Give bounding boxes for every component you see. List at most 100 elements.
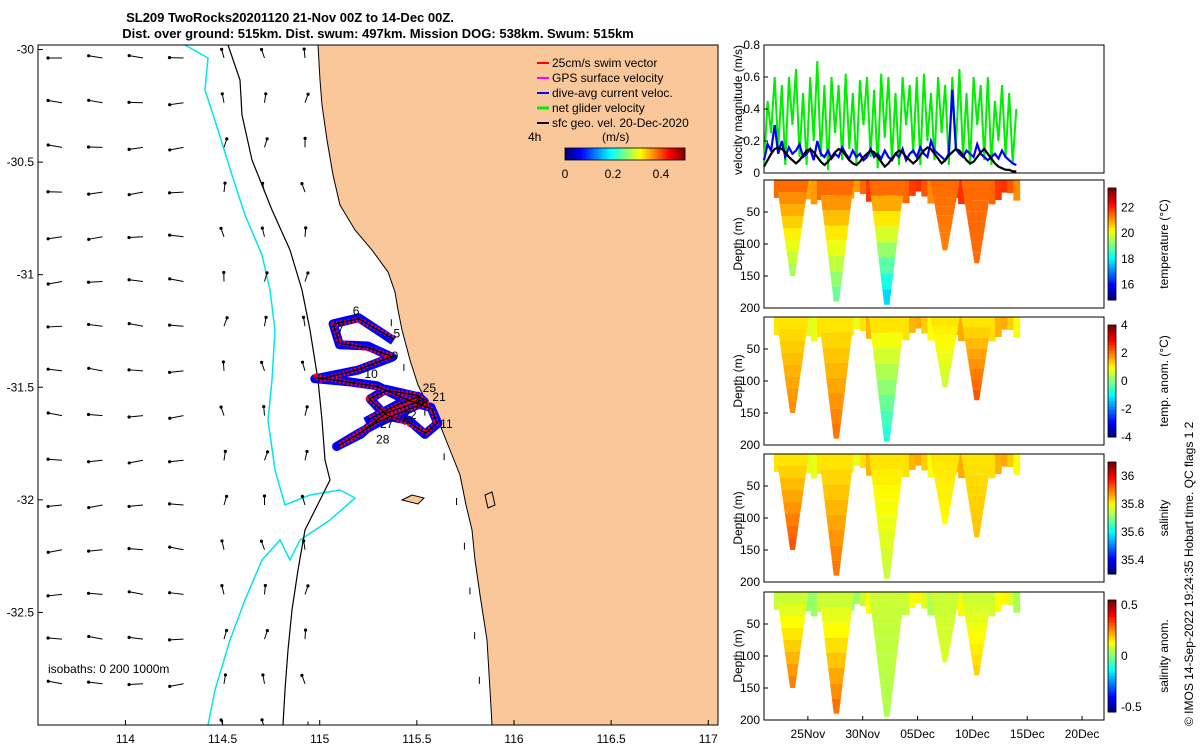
colorbar-segment: [629, 148, 632, 160]
section-surface-cell: [988, 454, 996, 479]
svg-text:net glider velocity: net glider velocity: [552, 101, 645, 115]
section-colorbar-segment: [1108, 395, 1116, 399]
geo-velocity-arrow-head: [167, 460, 172, 464]
section-colorbar-tick-label: -2: [1121, 402, 1132, 416]
day-label: 28: [376, 433, 390, 447]
section-colorbar-segment: [1108, 529, 1116, 533]
geo-velocity-arrow: [88, 504, 103, 509]
section-colorbar-segment: [1108, 336, 1116, 340]
copyright-note: © IMOS 14-Sep-2022 19:24:35 Hobart time.…: [1182, 421, 1196, 726]
section-dive-cell: [820, 607, 853, 623]
section-colorbar-segment: [1108, 325, 1116, 329]
geo-velocity-arrow-head: [86, 460, 91, 464]
geo-velocity-arrow-head: [127, 504, 131, 509]
section-colorbar-tick-label: -4: [1121, 430, 1132, 444]
section-surface-cell: [908, 454, 916, 470]
section-dive-cell: [869, 180, 905, 196]
section-colorbar-segment: [1108, 622, 1116, 626]
section-colorbar-segment: [1108, 291, 1116, 295]
geo-velocity-arrow-head: [167, 323, 172, 327]
section-surface-cell: [902, 592, 910, 616]
day-label: 25: [423, 381, 437, 395]
section-dive-cell: [930, 180, 960, 189]
section-dive-cell: [870, 607, 903, 624]
section-dive-cell: [969, 506, 985, 517]
section-dive-cell: [964, 337, 989, 349]
section-colorbar-segment: [1108, 692, 1116, 696]
section-dive-cell: [872, 211, 901, 227]
figure-title-line-1: SL209 TwoRocks20201120 21-Nov 00Z to 14-…: [126, 10, 454, 25]
colorbar-segment: [649, 148, 652, 160]
section-dive-cell: [962, 327, 991, 338]
section-dive-cell: [783, 228, 802, 240]
section-dive-cell: [880, 685, 894, 702]
section-colorbar-segment: [1108, 462, 1116, 466]
section-colorbar-segment: [1108, 490, 1116, 494]
section-dive-cell: [874, 638, 899, 655]
section-dive-cell: [779, 204, 806, 216]
section-dive-cell: [961, 592, 993, 603]
section-y-tick-label: 150: [740, 269, 760, 283]
section-colorbar-segment: [1108, 492, 1116, 497]
section-colorbar-tick-label: 0.5: [1121, 598, 1138, 612]
colorbar-segment: [567, 148, 570, 160]
section-colorbar-segment: [1108, 199, 1116, 203]
section-colorbar-segment: [1108, 703, 1116, 707]
section-colorbar-segment: [1108, 562, 1116, 567]
section-surface-cell: [773, 454, 781, 472]
geo-velocity-arrow-head: [306, 92, 310, 96]
section-dive-cell: [880, 273, 894, 290]
geo-velocity-arrow-head: [300, 494, 304, 498]
section-colorbar-segment: [1108, 339, 1116, 343]
section-dive-cell: [936, 352, 954, 361]
section-dive-cell: [870, 469, 903, 486]
section-surface-cell: [804, 454, 812, 474]
section-dive-cell: [779, 616, 806, 628]
geo-velocity-arrow-head: [46, 504, 50, 509]
section-y-tick-label: 150: [740, 681, 760, 695]
section-colorbar-tick-label: 35.4: [1121, 553, 1145, 567]
section-colorbar-tick-label: 20: [1121, 226, 1135, 240]
section-colorbar-segment: [1108, 232, 1116, 237]
section-colorbar-segment: [1108, 619, 1116, 623]
legend-item-dive-avg: dive-avg current veloc.: [537, 86, 673, 100]
section-colorbar-segment: [1108, 540, 1116, 544]
section-surface-cell: [927, 592, 935, 616]
section-dive-cell: [972, 664, 981, 676]
section-y-tick-label: 100: [740, 374, 760, 388]
colorbar-segment: [657, 148, 660, 160]
geo-velocity-arrow-head: [87, 192, 91, 196]
section-colorbar-segment: [1108, 255, 1116, 259]
geo-velocity-arrow: [88, 549, 103, 552]
section-colorbar-segment: [1108, 700, 1116, 705]
section-surface-cell: [994, 592, 1002, 612]
day-label: 26: [415, 397, 429, 411]
section-dive-cell: [824, 637, 849, 653]
section-dive-cell: [941, 515, 949, 525]
geo-velocity-arrow: [48, 727, 62, 729]
section-colorbar-segment: [1108, 297, 1116, 301]
geo-velocity-arrow-head: [168, 103, 172, 107]
section-surface-cell: [866, 592, 873, 614]
section-colorbar-label: temp. anom. (°C): [1157, 335, 1171, 427]
section-dive-cell: [971, 654, 983, 665]
section-dive-cell: [784, 514, 801, 526]
geo-velocity-arrow: [48, 281, 63, 285]
section-colorbar-segment: [1108, 392, 1116, 396]
section-colorbar-segment: [1108, 428, 1116, 432]
section-dive-cell: [876, 242, 898, 258]
section-colorbar-tick-label: -0.5: [1121, 700, 1142, 714]
section-panel: 50 100 150 200 Depth (m) -0.5 0 0.5 salinity ano…: [731, 591, 1171, 727]
colorbar-segment: [681, 148, 684, 160]
section-dive-cell: [882, 289, 892, 305]
geo-velocity-arrow-head: [305, 449, 309, 454]
velocity-panel: 0 0.2 0.4 0.6 0.8 velocity magnitude (m/s): [731, 38, 1105, 180]
section-dive-cell: [966, 485, 988, 496]
section-dive-cell: [822, 210, 851, 226]
geo-velocity-arrow: [169, 592, 184, 595]
section-surface-cell: [994, 180, 1002, 200]
colorbar-segment: [573, 148, 576, 160]
colorbar-tick-label: 0.2: [605, 167, 622, 181]
geo-velocity-arrow-head: [127, 368, 131, 372]
section-dive-cell: [781, 628, 804, 640]
